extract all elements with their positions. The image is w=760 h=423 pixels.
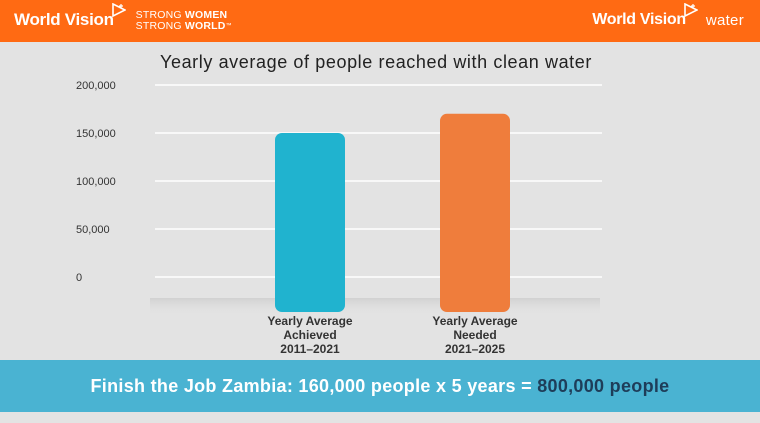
tagline: STRONG WOMEN STRONG WORLD™ — [136, 10, 232, 32]
x-tick-label: Yearly Average — [432, 314, 517, 328]
y-tick-label: 200,000 — [76, 80, 116, 92]
banner-text-main: Finish the Job Zambia: 160,000 people x … — [90, 375, 538, 396]
bar — [275, 133, 345, 312]
x-tick-label: Yearly Average — [267, 314, 352, 328]
banner-text: Finish the Job Zambia: 160,000 people x … — [91, 376, 670, 397]
bar — [440, 113, 510, 312]
tagline-line2-b: WORLD — [184, 20, 226, 32]
star-icon — [684, 3, 698, 17]
logo-right-text: World Vision — [592, 11, 686, 28]
brand-left: World Vision STRONG WOMEN STRONG WORLD™ — [14, 3, 232, 32]
chart-title: Yearly average of people reached with cl… — [160, 52, 592, 72]
x-tick-label: 2021–2025 — [445, 342, 505, 356]
x-tick-label: Achieved — [283, 328, 336, 342]
logo-text: World Vision — [14, 10, 114, 29]
bottom-banner: Finish the Job Zambia: 160,000 people x … — [0, 360, 760, 412]
y-tick-label: 150,000 — [76, 128, 116, 140]
bar-chart: 0 50,000 100,000 150,000 200,000 Yearly Aver… — [76, 80, 602, 356]
tagline-trademark: ™ — [225, 23, 232, 29]
x-tick-label: 2011–2021 — [280, 342, 340, 356]
banner-text-end: people — [604, 375, 670, 396]
tagline-line2-a: STRONG — [135, 20, 185, 32]
banner-highlight-number: 800,000 — [537, 375, 605, 396]
world-vision-logo-right: World Vision — [592, 3, 698, 31]
x-tick-label: Needed — [453, 328, 496, 342]
y-tick-label: 0 — [76, 272, 82, 284]
chart-floor-shadow — [150, 298, 600, 316]
header-bar: World Vision STRONG WOMEN STRONG WORLD™ … — [0, 0, 760, 42]
tagline-line1-a: STRONG — [135, 9, 185, 21]
y-tick-label: 50,000 — [76, 224, 110, 236]
world-vision-logo: World Vision — [14, 3, 126, 31]
star-icon — [111, 3, 126, 17]
y-tick-label: 100,000 — [76, 176, 116, 188]
brand-right: World Vision water — [592, 3, 744, 31]
water-label: water — [705, 11, 744, 29]
tagline-line1-b: WOMEN — [184, 9, 228, 21]
